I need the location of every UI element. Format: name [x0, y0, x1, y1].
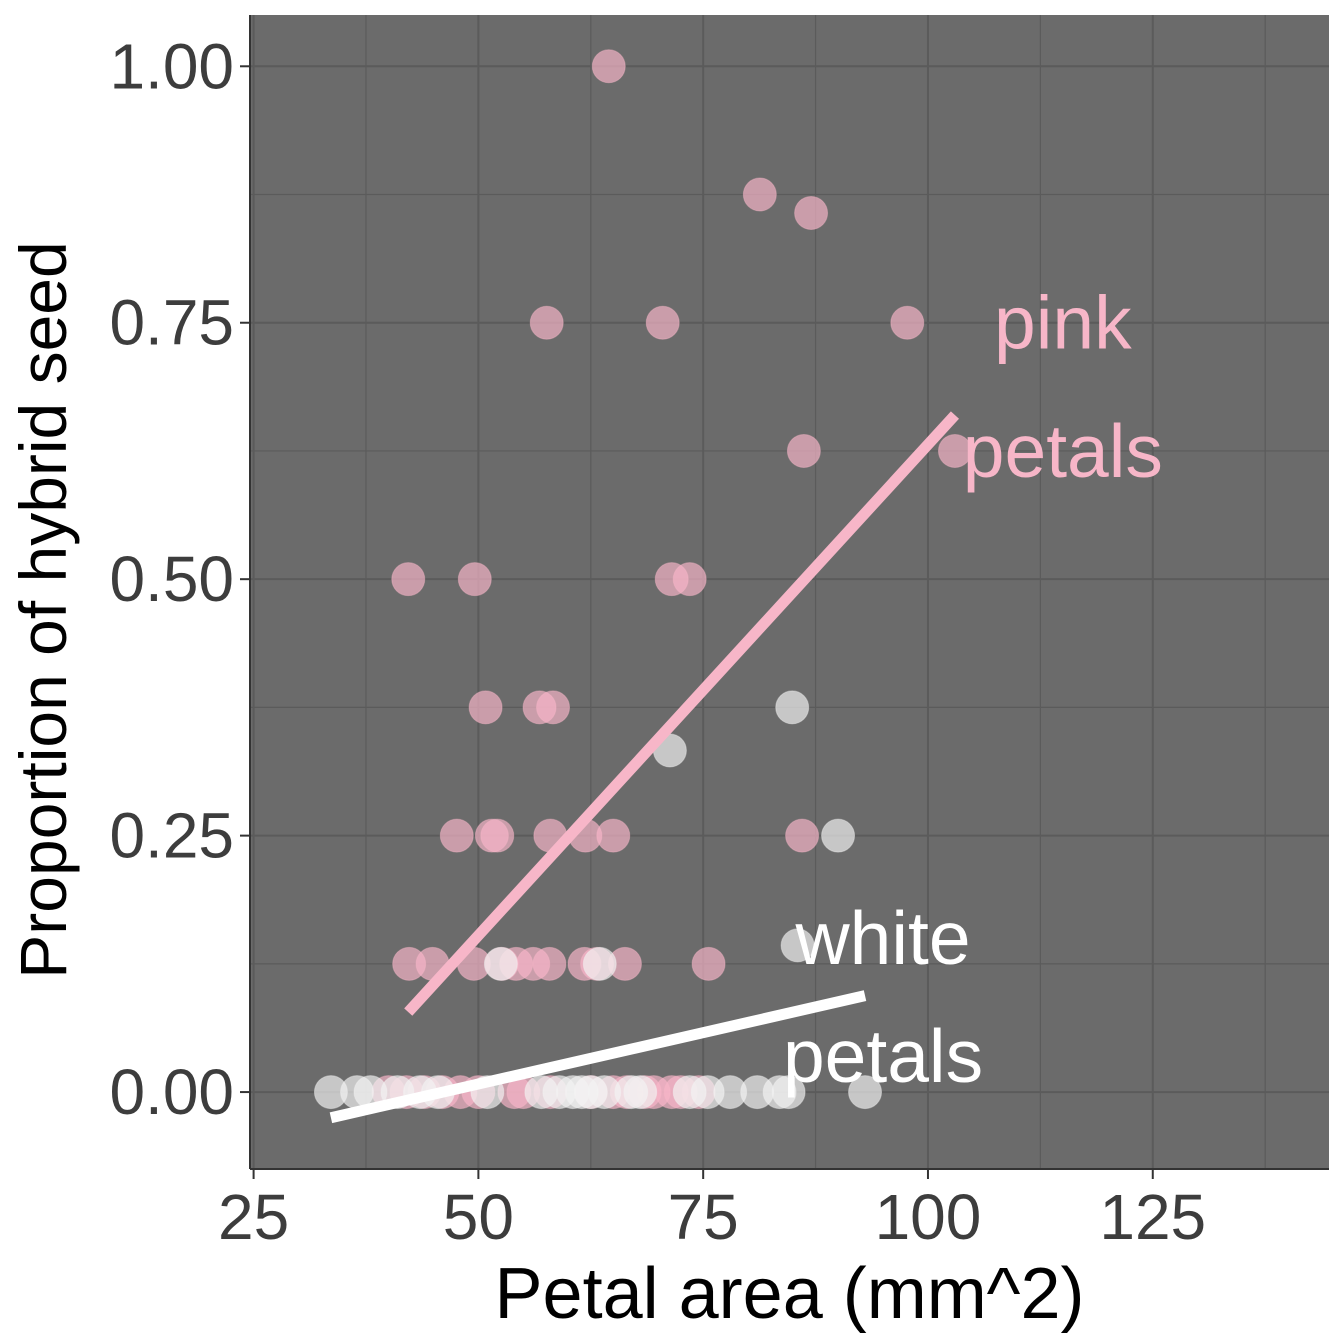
y-axis-ticks: 0.00 0.25 0.50 0.75 1.00 — [109, 30, 250, 1128]
white-petals-points — [313, 690, 883, 1110]
pink-point — [786, 433, 821, 468]
y-tick-label: 0.25 — [109, 800, 234, 872]
pink-point — [480, 818, 515, 853]
pink-point — [591, 49, 626, 84]
pink-point — [691, 946, 726, 981]
annotation-label: pink — [994, 281, 1132, 365]
pink-point — [468, 690, 503, 725]
x-axis-title: Petal area (mm^2) — [495, 1254, 1085, 1334]
pink-point — [391, 562, 426, 597]
pink-point — [645, 305, 680, 340]
pink-point — [536, 690, 571, 725]
white-point — [821, 818, 856, 853]
white-trend-line — [329, 990, 867, 1124]
trend-lines — [329, 411, 960, 1124]
x-tick-label: 75 — [668, 1181, 739, 1253]
pink-trend-line — [404, 411, 960, 1016]
y-tick-label: 1.00 — [109, 30, 234, 102]
white-point — [623, 1075, 658, 1110]
white-point — [848, 1075, 883, 1110]
pink-point — [890, 305, 925, 340]
white-point — [582, 946, 617, 981]
white-point — [775, 690, 810, 725]
x-tick-label: 125 — [1099, 1181, 1206, 1253]
annotation-label: petals — [783, 1014, 983, 1098]
pink-point — [457, 562, 492, 597]
pink-point — [532, 946, 567, 981]
white-point — [483, 946, 518, 981]
pink-point — [672, 562, 707, 597]
x-tick-label: 100 — [875, 1181, 982, 1253]
pink-point — [439, 818, 474, 853]
pink-point — [529, 305, 564, 340]
y-tick-label: 0.75 — [109, 287, 234, 359]
annotation-label: petals — [963, 409, 1163, 493]
x-tick-label: 25 — [218, 1181, 289, 1253]
pink-point — [596, 818, 631, 853]
y-tick-label: 0.50 — [109, 543, 234, 615]
pink-point — [937, 433, 972, 468]
y-tick-label: 0.00 — [109, 1056, 234, 1128]
white-point — [771, 1075, 806, 1110]
annotation-label: white — [794, 896, 970, 980]
y-axis-title: Proportion of hybrid seed — [6, 241, 80, 978]
x-axis-ticks: 25 50 75 100 125 — [218, 1169, 1206, 1253]
pink-point — [794, 195, 829, 230]
white-point — [780, 928, 815, 963]
pink-point — [742, 177, 777, 212]
x-tick-label: 50 — [443, 1181, 514, 1253]
pink-point — [785, 818, 820, 853]
axes — [249, 15, 1329, 1170]
chart-annotations: pink petals white petals — [783, 281, 1163, 1098]
